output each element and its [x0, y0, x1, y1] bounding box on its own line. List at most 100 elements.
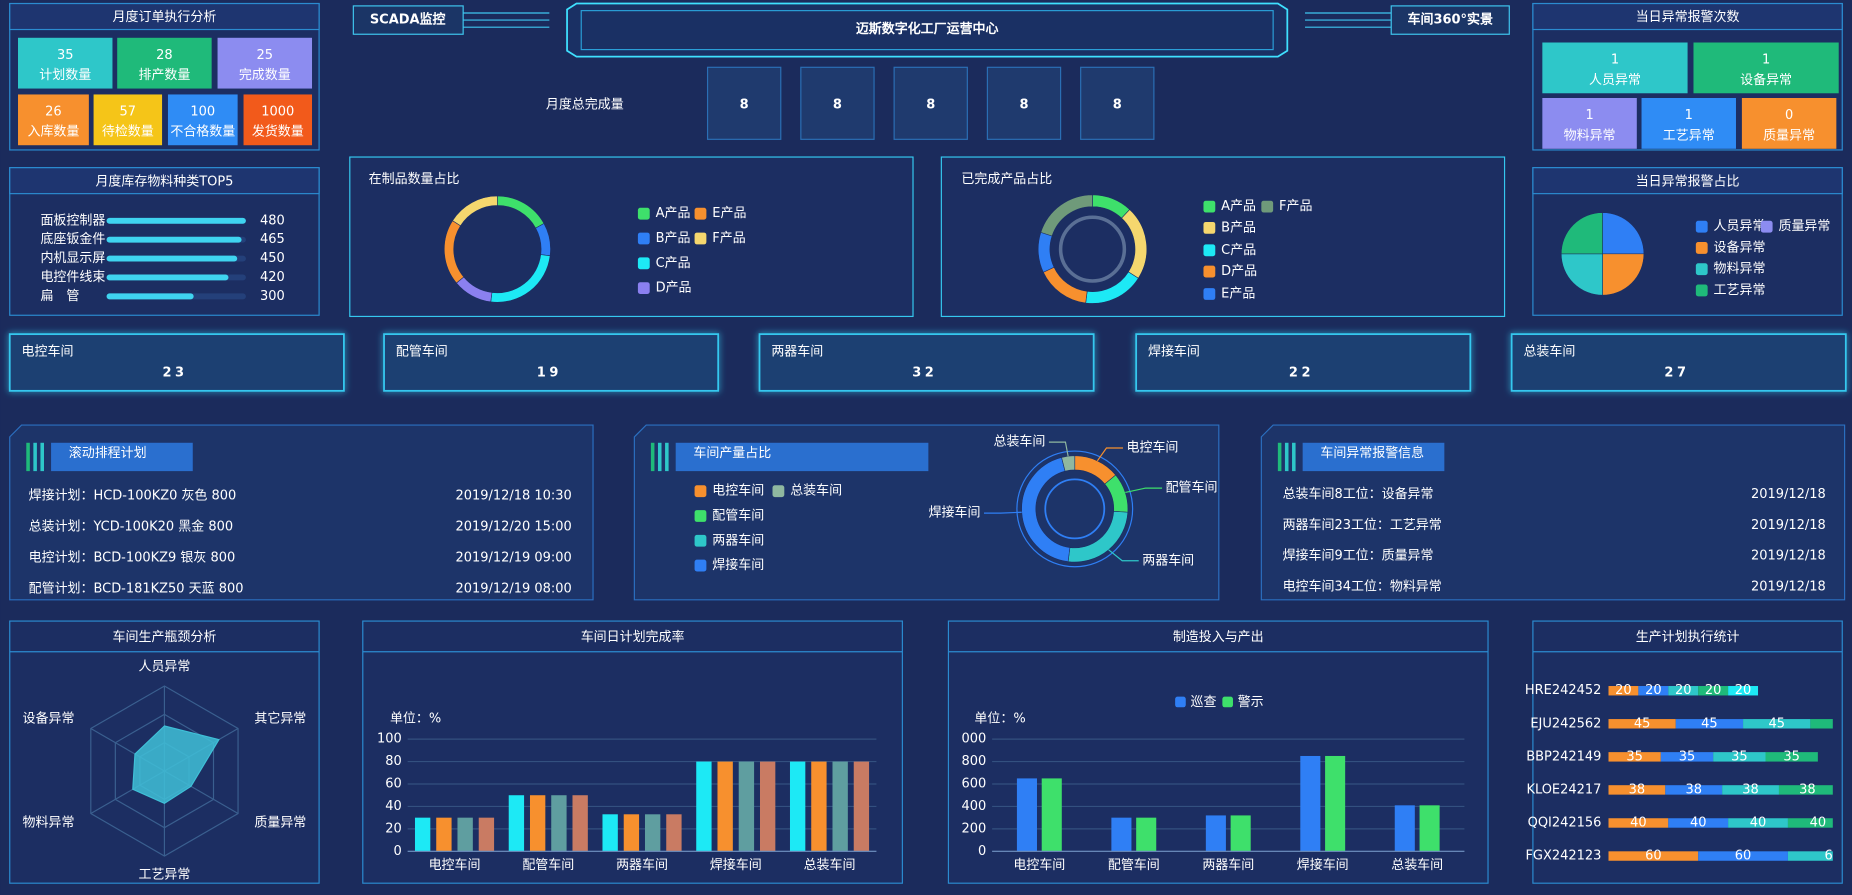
title-frame-inner [580, 10, 1274, 51]
bar-segment [1743, 719, 1811, 729]
leader-line [1108, 549, 1139, 562]
x-tick-label: 电控车间 [1013, 857, 1065, 873]
pie-slice [1602, 253, 1645, 296]
stat-label: 人员异常 [1589, 73, 1641, 88]
schedule-plan: 总装计划：YCD-100K20 黑金 800 [29, 518, 233, 534]
y-tick-label: 200 [961, 821, 986, 836]
panel-title: 滚动排程计划 [69, 445, 147, 461]
bar [551, 795, 567, 852]
category-label: 电控件线束 [40, 270, 105, 285]
pie-slice [1602, 212, 1645, 255]
stat-value: 1 [1762, 53, 1770, 68]
bar [832, 761, 848, 852]
workshop-name: 电控车间 [22, 343, 74, 359]
stat-label: 物料异常 [1564, 128, 1616, 143]
alarm-text: 电控车间34工位：物料异常 [1283, 578, 1442, 594]
value-label: 20 [1615, 683, 1632, 698]
legend-label: 电控车间 [712, 483, 764, 499]
bar [738, 761, 755, 852]
legend-label: 巡查 [1190, 695, 1216, 710]
pie-slice [1040, 194, 1093, 237]
leader-line [1096, 447, 1123, 462]
decor-bar [1284, 442, 1289, 472]
alarm-date: 2019/12/18 [1751, 549, 1826, 564]
value-label: 40 [1750, 815, 1767, 830]
category-label: HRE242452 [1525, 683, 1601, 698]
legend-swatch [772, 485, 785, 498]
legend-swatch [1203, 288, 1216, 300]
panel-title: 月度库存物料种类TOP5 [95, 173, 233, 189]
legend-swatch [1695, 263, 1708, 276]
bar-segment [1698, 851, 1788, 861]
legend-label: 总装车间 [790, 483, 842, 499]
legend-swatch [694, 485, 707, 498]
unit-label: 单位：% [390, 712, 441, 727]
panel-header [9, 2, 320, 31]
workshop-value: 23 [162, 366, 187, 381]
radar-label: 设备异常 [23, 711, 75, 727]
workshop-card [1135, 333, 1472, 392]
category-label: 内机显示屏 [40, 250, 105, 266]
bar [811, 761, 827, 852]
legend-label: F产品 [1279, 199, 1312, 214]
bar-segment [1608, 818, 1669, 828]
title-frame [566, 2, 1289, 58]
bar [1205, 815, 1226, 852]
chart-title: 已完成产品占比 [961, 172, 1052, 187]
stat-label: 入库数量 [27, 124, 79, 140]
legend-swatch [694, 207, 707, 220]
category-label: KLOE24217 [1526, 782, 1601, 797]
legend-swatch [1261, 200, 1274, 213]
stat-value: 1 [1611, 53, 1619, 68]
bar-segment [1608, 686, 1639, 696]
slice-label: 电控车间 [1127, 440, 1179, 456]
bar [1041, 778, 1062, 852]
legend-label: C产品 [1221, 243, 1256, 258]
value-label: 45 [1634, 716, 1651, 731]
value-label: 20 [1645, 683, 1662, 698]
y-tick-label: 20 [385, 821, 402, 836]
stat-value: 1000 [261, 105, 294, 120]
bar [1016, 778, 1037, 852]
y-tick-label: 0 [978, 844, 986, 859]
y-tick-label: 600 [961, 777, 986, 792]
x-tick-label: 总装车间 [1391, 857, 1443, 873]
bar [106, 217, 246, 224]
stat-tile [1693, 42, 1839, 94]
digit-box [893, 66, 968, 140]
bar-segment [1698, 686, 1729, 696]
stat-label: 计划数量 [39, 68, 91, 83]
stat-tile [1641, 98, 1736, 149]
legend-swatch [1695, 220, 1708, 233]
value-label: 60 [1825, 849, 1842, 864]
decor-bar [26, 442, 30, 472]
legend-label: B产品 [656, 231, 691, 246]
digit-box [800, 66, 875, 140]
button[interactable] [352, 5, 464, 35]
alarm-date: 2019/12/18 [1751, 579, 1826, 594]
panel [940, 156, 1506, 318]
value-label: 45 [1701, 716, 1718, 731]
bar [478, 817, 495, 852]
legend-label: 质量异常 [1778, 219, 1830, 234]
bar [106, 274, 229, 281]
button[interactable] [1390, 5, 1510, 35]
bar [1419, 805, 1440, 852]
panel-title: 当日异常报警占比 [1636, 173, 1740, 189]
legend-swatch [694, 510, 707, 522]
legend-swatch [1203, 200, 1216, 213]
bar [644, 814, 661, 852]
panel [349, 156, 914, 318]
button-label[interactable]: 车间360°实景 [1408, 12, 1493, 28]
bar [1300, 755, 1321, 852]
value-label: 45 [1768, 716, 1785, 731]
legend-swatch [1760, 220, 1773, 233]
bar-segment [1675, 719, 1744, 729]
workshop-value: 19 [537, 366, 562, 381]
button-label[interactable]: SCADA监控 [370, 12, 446, 28]
pie-slice [1560, 212, 1603, 255]
value-label: 35 [1626, 749, 1643, 764]
legend-swatch [637, 257, 650, 270]
leader-line [1125, 487, 1163, 494]
